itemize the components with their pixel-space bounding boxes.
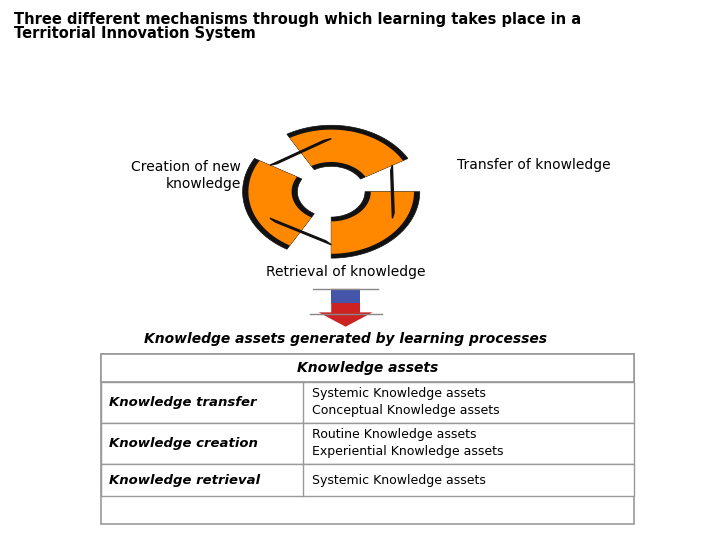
Polygon shape [271, 139, 330, 165]
Text: Systemic Knowledge assets: Systemic Knowledge assets [312, 474, 486, 487]
Bar [101, 423, 634, 464]
Text: Routine Knowledge assets
Experiential Knowledge assets: Routine Knowledge assets Experiential Kn… [312, 428, 503, 458]
Polygon shape [287, 125, 408, 179]
Polygon shape [331, 192, 420, 258]
Bar [101, 464, 634, 496]
Text: Knowledge assets generated by learning processes: Knowledge assets generated by learning p… [144, 332, 547, 346]
Polygon shape [391, 165, 394, 218]
Text: Systemic Knowledge assets
Conceptual Knowledge assets: Systemic Knowledge assets Conceptual Kno… [312, 387, 500, 417]
Polygon shape [271, 219, 330, 244]
Text: Creation of new
knowledge: Creation of new knowledge [131, 160, 241, 191]
Text: Knowledge transfer: Knowledge transfer [109, 396, 257, 409]
Polygon shape [331, 289, 360, 303]
Text: Knowledge creation: Knowledge creation [109, 437, 258, 450]
Polygon shape [331, 192, 414, 254]
Polygon shape [270, 139, 331, 165]
Polygon shape [319, 289, 373, 327]
Text: Transfer of knowledge: Transfer of knowledge [457, 158, 611, 172]
Text: Knowledge retrieval: Knowledge retrieval [109, 474, 261, 487]
Polygon shape [270, 218, 331, 245]
Text: Three different mechanisms through which learning takes place in a: Three different mechanisms through which… [14, 12, 582, 27]
Bar [101, 382, 634, 423]
Text: Territorial Innovation System: Territorial Innovation System [14, 26, 256, 41]
Polygon shape [248, 160, 311, 246]
Bar [101, 354, 634, 382]
Text: Knowledge assets: Knowledge assets [297, 361, 438, 375]
Polygon shape [289, 130, 403, 177]
Bar [101, 354, 634, 524]
Polygon shape [243, 159, 314, 249]
Text: Retrieval of knowledge: Retrieval of knowledge [266, 265, 426, 279]
